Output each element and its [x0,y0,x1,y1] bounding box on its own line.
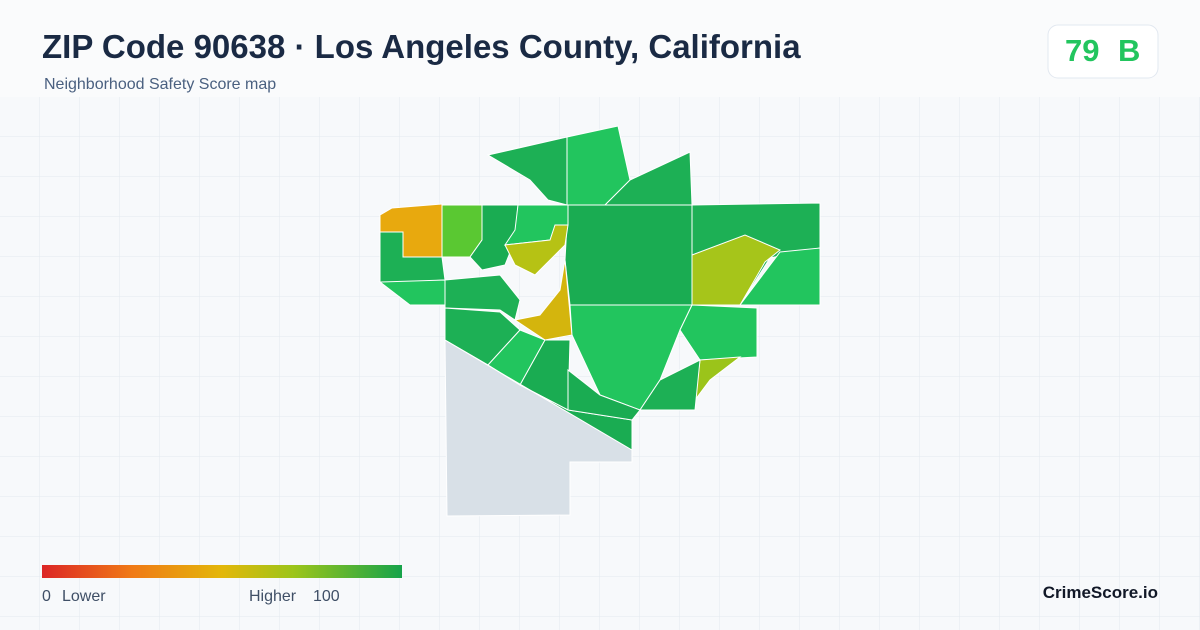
brand: CrimeScore.io [1042,583,1158,602]
header-bg [0,0,1200,97]
legend-max-label: Higher [249,588,297,605]
title: ZIP Code 90638 · Los Angeles County, Cal… [42,28,801,65]
score-box [1047,24,1159,79]
score: 79 [1065,33,1100,68]
legend-min-label: Lower [62,588,106,605]
legend-max: 100 [313,588,340,605]
regions [378,125,821,517]
legend-bar [42,565,402,578]
legend-min: 0 [42,588,51,605]
subtitle: Neighborhood Safety Score map [44,76,277,93]
grade: B [1118,33,1141,68]
